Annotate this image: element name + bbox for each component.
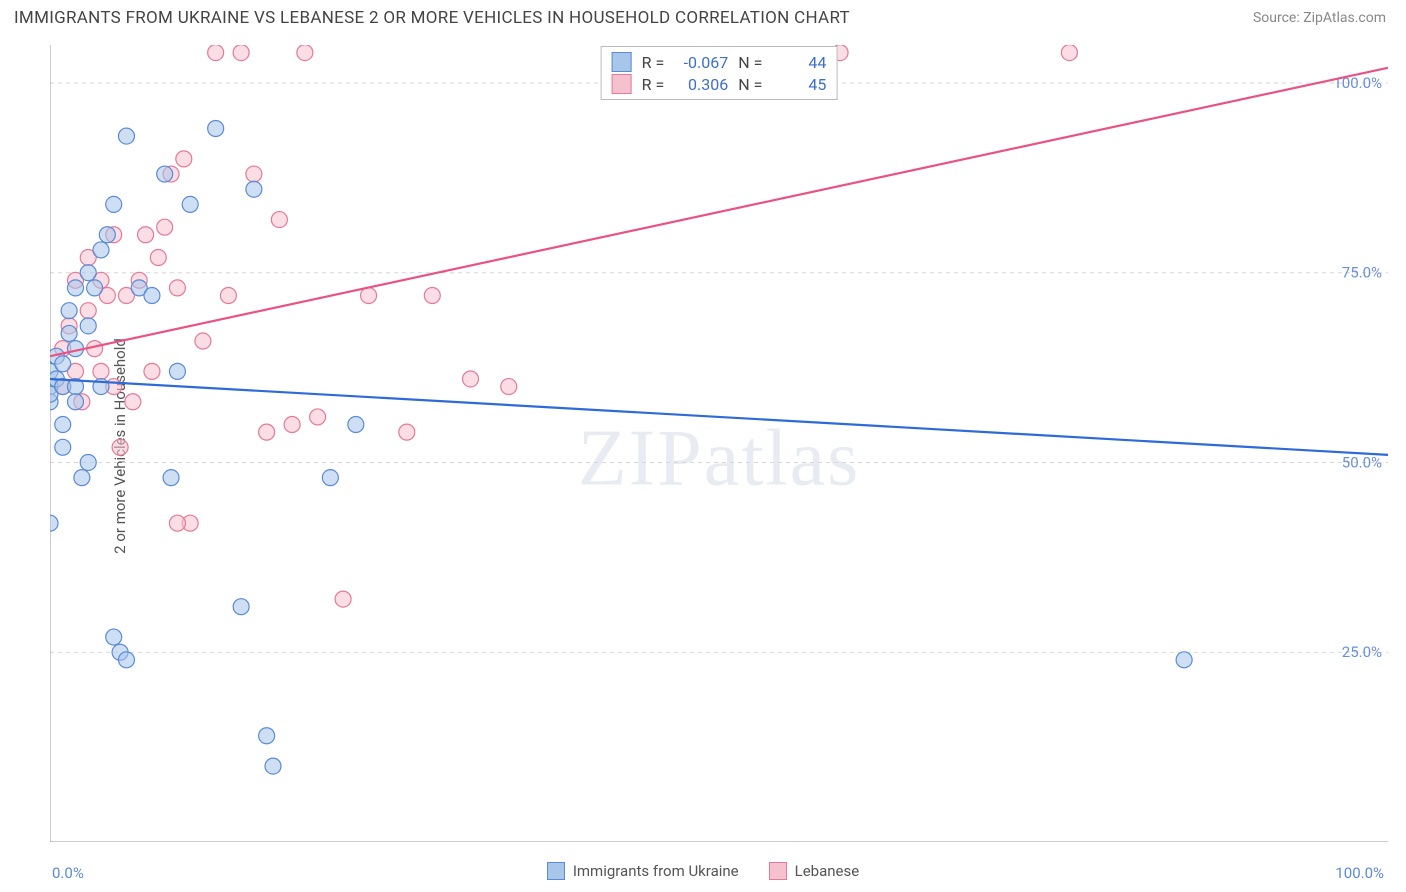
legend-label: Lebanese — [795, 862, 860, 880]
swatch-icon — [547, 862, 565, 880]
swatch-icon — [612, 74, 632, 94]
correlation-row-pink: R = 0.306 N = 45 — [612, 73, 827, 95]
swatch-icon — [769, 862, 787, 880]
chart-title: IMMIGRANTS FROM UKRAINE VS LEBANESE 2 OR… — [14, 8, 850, 28]
source-credit: Source: ZipAtlas.com — [1253, 10, 1386, 26]
correlation-legend: R = -0.067 N = 44 R = 0.306 N = 45 — [601, 46, 838, 100]
correlation-row-blue: R = -0.067 N = 44 — [612, 51, 827, 73]
svg-text:50.0%: 50.0% — [1342, 453, 1382, 471]
svg-text:75.0%: 75.0% — [1342, 264, 1382, 282]
legend-label: Immigrants from Ukraine — [573, 862, 739, 880]
swatch-icon — [612, 52, 632, 72]
scatter-plot: 25.0% 50.0% 75.0% 100.0% — [50, 45, 1388, 842]
legend-item-pink: Lebanese — [769, 862, 860, 880]
chart-header: IMMIGRANTS FROM UKRAINE VS LEBANESE 2 OR… — [0, 0, 1406, 36]
svg-text:25.0%: 25.0% — [1342, 643, 1382, 661]
svg-text:100.0%: 100.0% — [1333, 74, 1382, 92]
legend-item-blue: Immigrants from Ukraine — [547, 862, 739, 880]
series-legend: Immigrants from Ukraine Lebanese — [0, 862, 1406, 880]
chart-area: 25.0%50.0%75.0%100.0% ZIPatlas R = -0.06… — [50, 45, 1388, 842]
